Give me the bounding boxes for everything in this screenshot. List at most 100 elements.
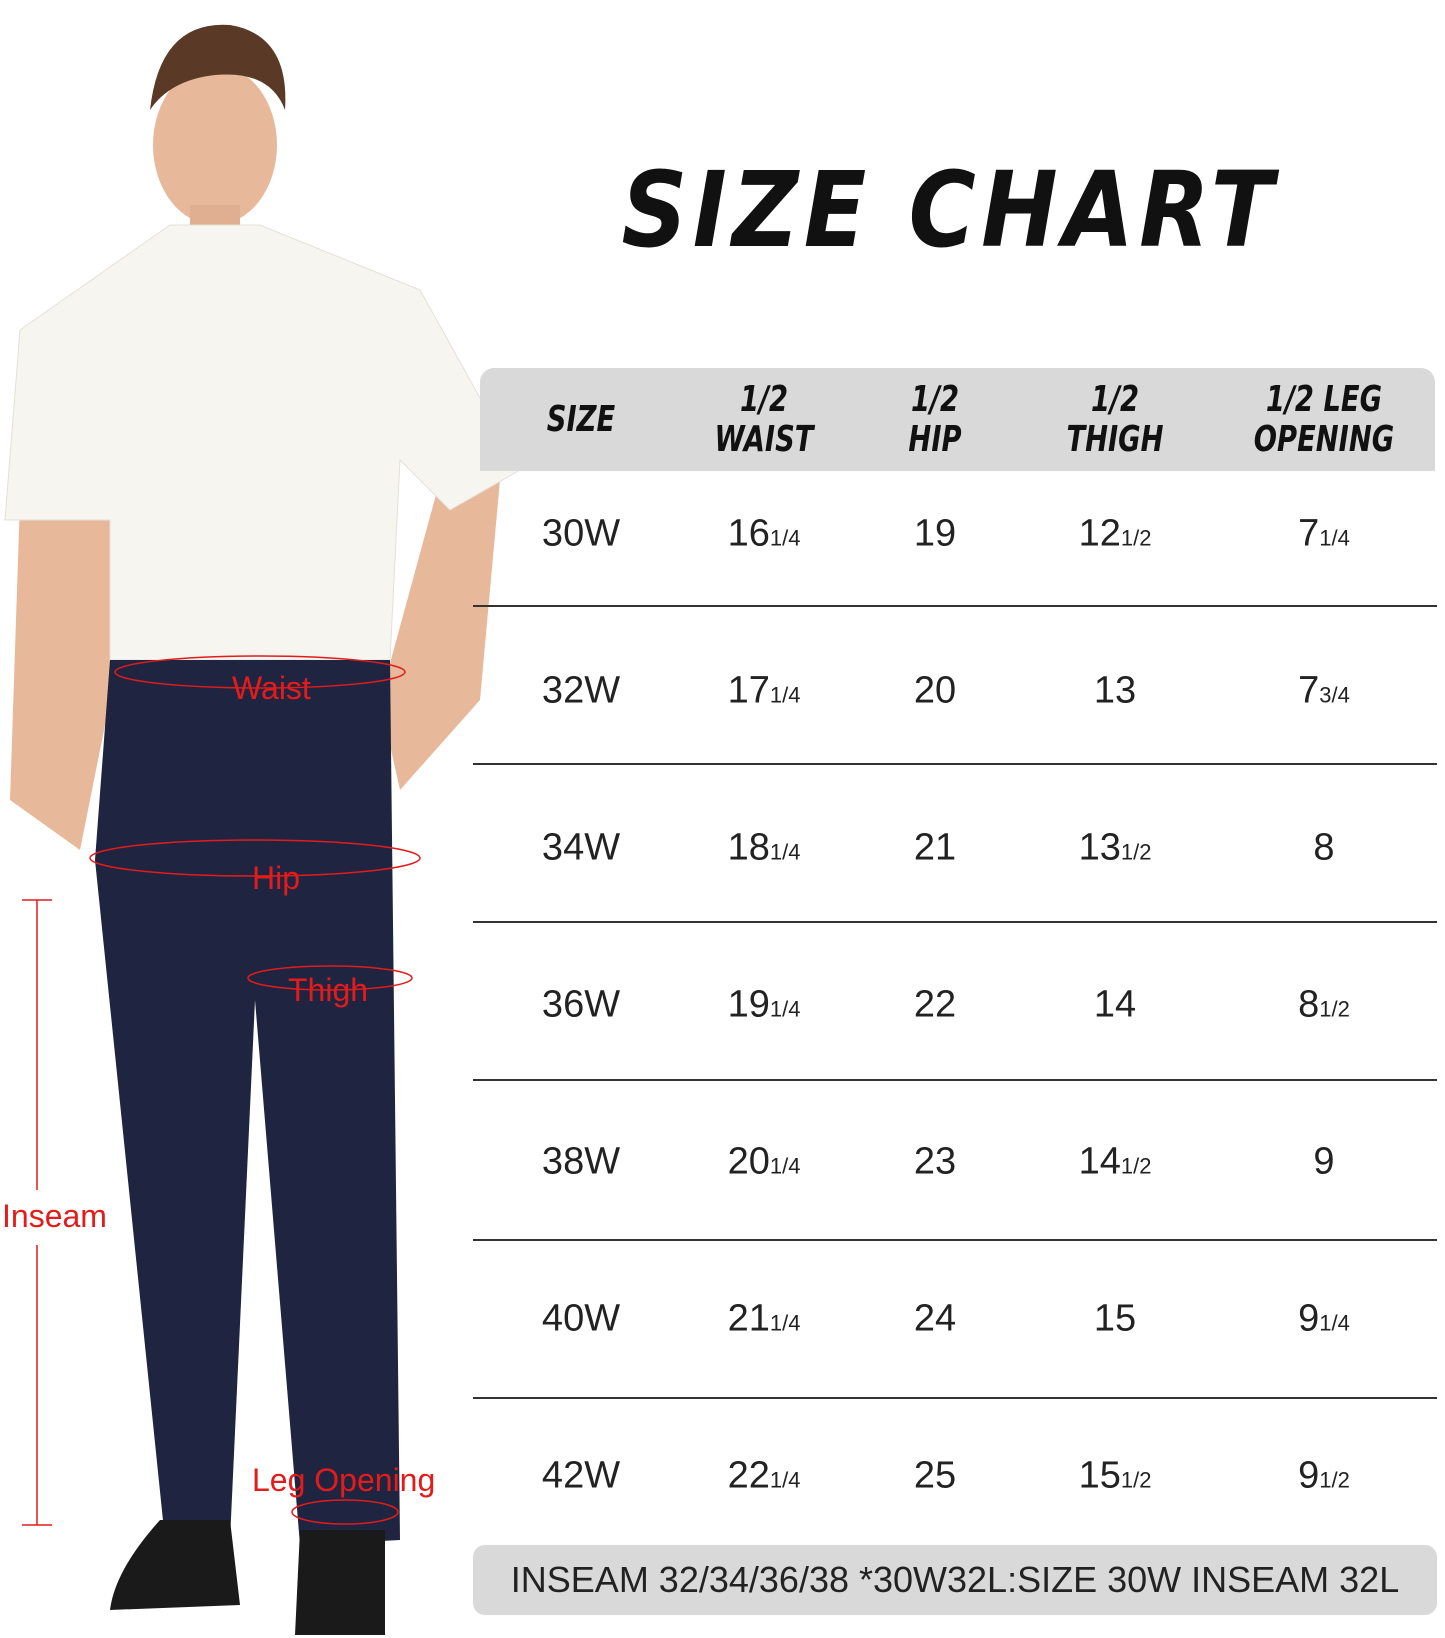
- table-cell: 121/2: [1079, 513, 1152, 556]
- cell-fraction: 1/4: [769, 525, 801, 551]
- table-cell: 40W: [542, 1298, 620, 1341]
- leg-opening-label: Leg Opening: [252, 1462, 436, 1498]
- cell-value: 14: [1093, 983, 1137, 1026]
- cell-fraction: 1/4: [769, 1310, 801, 1336]
- table-header: [480, 368, 1435, 471]
- thigh-marker: [247, 965, 413, 991]
- inseam-label: Inseam: [2, 1198, 107, 1234]
- table-cell: 42W: [542, 1455, 620, 1498]
- cell-fraction: 1/4: [1319, 1310, 1350, 1336]
- table-cell: 25: [914, 1455, 956, 1498]
- shirt: [4, 224, 520, 661]
- cell-value: 7: [1298, 512, 1320, 555]
- table-cell: 71/4: [1298, 513, 1350, 556]
- cell-value: 21: [913, 826, 957, 869]
- left-shoe: [110, 1520, 240, 1610]
- table-cell: 91/4: [1298, 1298, 1350, 1341]
- cell-value: 42W: [541, 1454, 621, 1497]
- page-title: SIZE CHART: [621, 149, 1279, 271]
- table-cell: 141/2: [1079, 1141, 1152, 1184]
- table-cell: 171/4: [728, 670, 801, 713]
- cell-value: 9: [1298, 1297, 1320, 1340]
- hip-label: Hip: [252, 860, 301, 896]
- cell-value: 32W: [541, 669, 621, 712]
- cell-fraction: 1/4: [769, 1467, 801, 1493]
- table-cell: 24: [914, 1298, 956, 1341]
- row-divider: [473, 605, 1437, 607]
- table-cell: 20: [914, 670, 956, 713]
- cell-fraction: 1/2: [1120, 1467, 1152, 1493]
- table-cell: 15: [1094, 1298, 1136, 1341]
- cell-value: 36W: [541, 983, 621, 1026]
- column-header: 1/2 LEG OPENING: [1253, 378, 1395, 460]
- cell-value: 24: [913, 1297, 957, 1340]
- hair: [150, 24, 286, 110]
- cell-value: 15: [1078, 1454, 1121, 1497]
- table-cell: 21: [914, 827, 956, 870]
- cell-value: 12: [1078, 512, 1121, 555]
- table-cell: 151/2: [1079, 1455, 1152, 1498]
- table-cell: 36W: [542, 984, 620, 1027]
- cell-value: 22: [913, 983, 957, 1026]
- table-cell: 211/4: [728, 1298, 801, 1341]
- table-cell: 9: [1313, 1141, 1334, 1184]
- table-cell: 32W: [542, 670, 620, 713]
- cell-value: 15: [1093, 1297, 1137, 1340]
- cell-value: 34W: [541, 826, 621, 869]
- cell-value: 21: [727, 1297, 770, 1340]
- right-arm: [380, 480, 500, 790]
- table-cell: 8: [1313, 827, 1334, 870]
- thigh-label: Thigh: [288, 972, 369, 1008]
- inseam-footer: INSEAM 32/34/36/38 *30W32L:SIZE 30W INSE…: [473, 1545, 1437, 1615]
- cell-value: 13: [1078, 826, 1121, 869]
- cell-fraction: 1/2: [1120, 839, 1152, 865]
- table-cell: 81/2: [1298, 984, 1350, 1027]
- column-header: 1/2 WAIST: [714, 378, 814, 460]
- row-divider: [473, 763, 1437, 765]
- cell-fraction: 1/2: [1120, 525, 1152, 551]
- cell-value: 20: [913, 669, 957, 712]
- row-divider: [473, 1079, 1437, 1081]
- column-header: 1/2 HIP: [908, 378, 962, 460]
- table-cell: 19: [914, 513, 956, 556]
- cell-fraction: 1/4: [1319, 525, 1350, 551]
- cell-fraction: 1/4: [769, 1153, 801, 1179]
- cell-value: 7: [1298, 669, 1320, 712]
- table-cell: 22: [914, 984, 956, 1027]
- cell-fraction: 1/4: [769, 839, 801, 865]
- table-cell: 30W: [542, 513, 620, 556]
- cell-value: 8: [1298, 983, 1320, 1026]
- cell-value: 8: [1313, 826, 1335, 869]
- column-header: 1/2 THIGH: [1066, 378, 1164, 460]
- table-cell: 34W: [542, 827, 620, 870]
- cell-fraction: 3/4: [1319, 682, 1350, 708]
- cell-value: 19: [727, 983, 770, 1026]
- column-header: SIZE: [546, 398, 616, 440]
- cell-fraction: 1/4: [769, 682, 801, 708]
- row-divider: [473, 1239, 1437, 1241]
- leg-opening-marker: [291, 1499, 399, 1525]
- table-cell: 38W: [542, 1141, 620, 1184]
- cell-fraction: 1/2: [1120, 1153, 1152, 1179]
- cell-value: 25: [913, 1454, 957, 1497]
- table-cell: 191/4: [728, 984, 801, 1027]
- model-figure: [4, 24, 520, 1635]
- head: [153, 65, 277, 225]
- cell-value: 22: [727, 1454, 770, 1497]
- cell-value: 9: [1298, 1454, 1320, 1497]
- cell-value: 23: [913, 1140, 957, 1183]
- cell-value: 16: [727, 512, 770, 555]
- cell-value: 13: [1093, 669, 1137, 712]
- waist-label: Waist: [232, 670, 311, 706]
- table-cell: 161/4: [728, 513, 801, 556]
- cell-fraction: 1/2: [1319, 996, 1350, 1022]
- left-arm: [10, 500, 110, 850]
- cell-value: 14: [1078, 1140, 1121, 1183]
- cell-value: 20: [727, 1140, 770, 1183]
- row-divider: [473, 921, 1437, 923]
- cell-fraction: 1/4: [769, 996, 801, 1022]
- table-cell: 23: [914, 1141, 956, 1184]
- hip-marker: [89, 839, 421, 877]
- table-cell: 201/4: [728, 1141, 801, 1184]
- table-cell: 181/4: [728, 827, 801, 870]
